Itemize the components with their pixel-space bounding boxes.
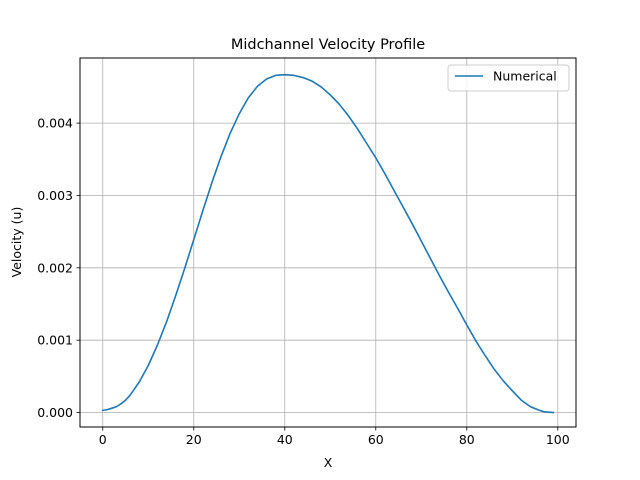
chart-title: Midchannel Velocity Profile [231, 37, 425, 53]
x-tick-label: 20 [186, 432, 202, 447]
x-axis-label: X [324, 455, 333, 470]
legend-box [447, 64, 570, 92]
grid [80, 58, 576, 427]
y-tick-label: 0.002 [37, 260, 73, 275]
y-axis-label: Velocity (u) [9, 207, 24, 278]
x-tick-label: 40 [277, 432, 293, 447]
axis-ticks: 0 20 40 60 80 100 0.000 0.001 0.002 0.003 0.004 [37, 116, 570, 447]
plot-area-frame [79, 57, 577, 428]
y-tick-label: 0.001 [37, 333, 73, 348]
y-tick-label: 0.004 [37, 116, 73, 131]
series-line-numerical [101, 73, 555, 414]
x-tick-label: 80 [459, 432, 475, 447]
y-tick-label: 0.000 [37, 405, 73, 420]
y-tick-label: 0.003 [37, 188, 73, 203]
x-tick-label: 0 [99, 432, 107, 447]
x-tick-label: 60 [368, 432, 384, 447]
series-layer [101, 73, 555, 414]
legend: Numerical [447, 64, 570, 92]
legend-label-numerical: Numerical [493, 69, 557, 84]
x-tick-label: 100 [546, 432, 570, 447]
